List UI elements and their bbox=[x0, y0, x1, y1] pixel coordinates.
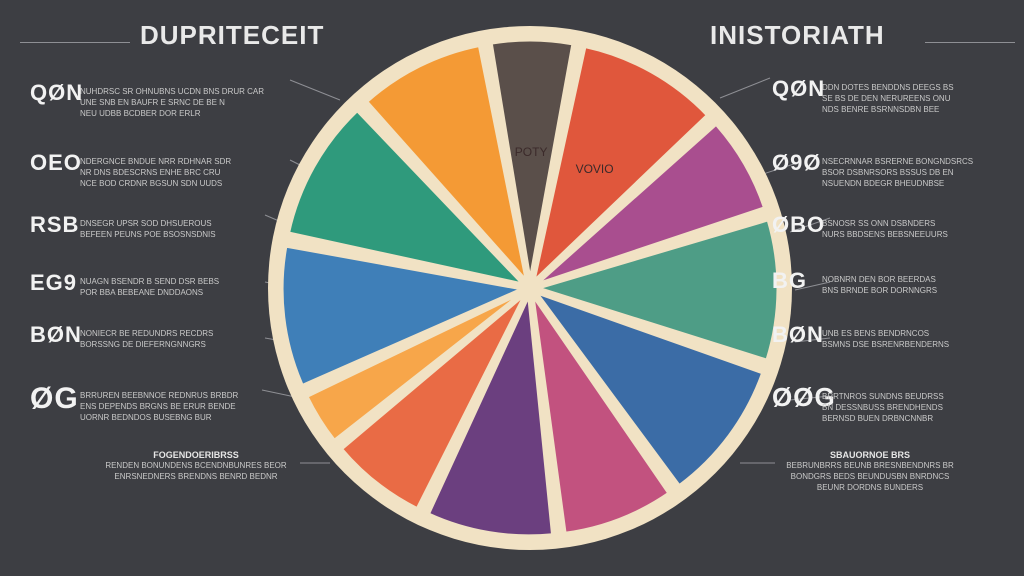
pie-slice-3 bbox=[535, 122, 767, 286]
right-label-line: NDS BENRE BSRNNSDBN BEE bbox=[822, 105, 940, 114]
connector-line bbox=[794, 337, 831, 343]
connector-line bbox=[794, 281, 831, 291]
right-title: INISTORIATH bbox=[710, 20, 885, 50]
left-label-code: EG9 bbox=[30, 270, 78, 295]
left-label-line: NUHDRSC SR OHNUBNS UCDN BNS DRUR CAR bbox=[80, 87, 265, 96]
pie-slice-6 bbox=[531, 294, 671, 535]
right-label-code: QØN bbox=[772, 76, 826, 101]
pie-slice-label: VOVIO bbox=[576, 162, 614, 176]
right-label-line: DDN DOTES BENDDNS DEEGS BS bbox=[822, 83, 954, 92]
left-label-1: QØN NUHDRSC SR OHNUBNS UCDN BNS DRUR CAR… bbox=[30, 80, 280, 119]
bottom-left-note: FOGENDOERIBRSS RENDEN BONUNDENS BCENDNBU… bbox=[86, 450, 306, 482]
bottom-left-head: FOGENDOERIBRSS bbox=[153, 450, 239, 460]
right-label-code: ØØG bbox=[772, 382, 836, 412]
header-rule-left bbox=[20, 42, 130, 43]
connector-line bbox=[289, 79, 341, 101]
right-label-line: NOBNRN DEN BOR BEERDAS bbox=[822, 275, 936, 284]
pie-slice-7 bbox=[426, 290, 555, 538]
right-label-line: BSNOSR SS ONN DSBNDERS bbox=[822, 219, 936, 228]
header-rule-right bbox=[925, 42, 1015, 43]
bottom-right-line: BEUNR DORDNS BUNDERS bbox=[816, 483, 924, 492]
right-label-1: QØN DDN DOTES BENDDNS DEEGS BS SE BS DE … bbox=[772, 76, 1022, 115]
left-label-4: EG9 NUAGN BSENDR B SEND DSR BEBS POR BBA… bbox=[30, 270, 280, 298]
left-label-line: BRRUREN BEEBNNOE REDNRUS BRBDR bbox=[80, 391, 239, 400]
right-label-3: ØBO BSNOSR SS ONN DSBNDERS NURS BBDSENS … bbox=[772, 212, 1022, 240]
pie-slice-4 bbox=[532, 217, 780, 363]
right-label-line: UNB ES BENS BENDRNCOS bbox=[822, 329, 930, 338]
pie-slice-9 bbox=[304, 290, 525, 443]
left-label-line: UNE SNB EN BAUFR E SRNC DE BE N bbox=[80, 98, 225, 107]
left-label-line: NUAGN BSENDR B SEND DSR BEBS bbox=[80, 277, 220, 286]
left-label-line: NEU UDBB BCDBER DOR ERLR bbox=[80, 109, 201, 118]
pie-slice-2 bbox=[531, 44, 710, 286]
right-label-line: NSUENDN BDEGR BHEUDNBSE bbox=[822, 179, 945, 188]
right-label-2: Ø9Ø NSECRNNAR BSRERNE BONGNDSRCS BSOR DS… bbox=[772, 150, 1022, 189]
right-label-4: BG NOBNRN DEN BOR BEERDAS BNS BRNDE BOR … bbox=[772, 268, 1022, 296]
right-label-code: Ø9Ø bbox=[772, 150, 822, 175]
left-label-5: BØN NONIECR BE REDUNDRS RECDRS BORSSNG D… bbox=[30, 322, 280, 350]
left-label-line: NONIECR BE REDUNDRS RECDRS bbox=[80, 329, 214, 338]
pie-slice-8 bbox=[339, 293, 527, 511]
left-label-2: OEO NDERGNCE BNDUE NRR RDHNAR SDR NR DNS… bbox=[30, 150, 280, 189]
left-label-3: RSB DNSEGR UPSR SOD DHSUEROUS BEFEEN PEU… bbox=[30, 212, 280, 240]
left-label-line: NR DNS BDESCRNS ENHE BRC CRU bbox=[80, 168, 221, 177]
right-label-line: BNS BRNDE BOR DORNNGRS bbox=[822, 286, 938, 295]
left-label-line: DNSEGR UPSR SOD DHSUEROUS bbox=[80, 219, 212, 228]
pie-slice-11 bbox=[286, 108, 528, 287]
pie-slice-5 bbox=[532, 289, 765, 488]
left-label-code: OEO bbox=[30, 150, 82, 175]
right-label-5: BØN UNB ES BENS BENDRNCOS BSMNS DSE BSRE… bbox=[772, 322, 1022, 350]
left-label-code: RSB bbox=[30, 212, 80, 237]
right-label-code: ØBO bbox=[772, 212, 826, 237]
connector-line bbox=[759, 161, 801, 176]
bottom-left-line: RENDEN BONUNDENS BCENDNBUNRES BEOR bbox=[105, 461, 287, 470]
right-label-line: BN DESSNBUSS BRENDHENDS bbox=[822, 403, 943, 412]
left-label-line: BORSSNG DE DIEFERNGNNGRS bbox=[80, 340, 206, 349]
left-label-line: BEFEEN PEUNS POE BSOSNSDNIS bbox=[80, 230, 216, 239]
right-label-line: BSOR DSBNRSORS BSSUS DB EN bbox=[822, 168, 954, 177]
right-label-code: BG bbox=[772, 268, 807, 293]
left-title: DUPRITECEIT bbox=[140, 20, 325, 50]
right-label-line: NSECRNNAR BSRERNE BONGNDSRCS bbox=[822, 157, 974, 166]
pie-slice-1 bbox=[489, 38, 575, 281]
right-label-line: BSMNS DSE BSRENRBENDERNS bbox=[822, 340, 950, 349]
bottom-right-head: SBAUORNOE BRS bbox=[829, 450, 910, 460]
right-label-6: ØØG BRRTNROS SUNDNS BEUDRSS BN DESSNBUSS… bbox=[772, 382, 1022, 424]
left-label-6: ØG BRRUREN BEEBNNOE REDNRUS BRBDR ENS DE… bbox=[30, 382, 280, 423]
left-label-code: ØG bbox=[30, 382, 79, 415]
right-label-line: BERNSD BUEN DRBNCNNBR bbox=[822, 414, 934, 423]
left-label-code: BØN bbox=[30, 322, 82, 347]
pie-slice-12 bbox=[364, 43, 529, 286]
connector-line bbox=[789, 395, 831, 401]
right-label-code: BØN bbox=[772, 322, 824, 347]
bottom-right-note: SBAUORNOE BRS BEBRUNBRRS BEUNB BRESNBEND… bbox=[760, 450, 980, 493]
left-label-line: NDERGNCE BNDUE NRR RDHNAR SDR bbox=[80, 157, 232, 166]
left-label-code: QØN bbox=[30, 80, 84, 105]
pie-slice-10 bbox=[280, 244, 528, 388]
left-label-line: NCE BOD CRDNR BGSUN SDN UUDS bbox=[80, 179, 223, 188]
bottom-right-line: BONDGRS BEDS BEUNDUSBN BNRDNCS bbox=[790, 472, 950, 481]
connector-line bbox=[789, 217, 831, 233]
pie-slice-label: POTY bbox=[515, 145, 548, 159]
bottom-right-line: BEBRUNBRRS BEUNB BRESNBENDNRS BR bbox=[786, 461, 954, 470]
left-label-line: ENS DEPENDS BRGNS BE ERUR BENDE bbox=[80, 402, 236, 411]
connector-line bbox=[719, 77, 771, 99]
right-label-line: NURS BBDSENS BEBSNEEUURS bbox=[822, 230, 948, 239]
right-label-line: SE BS DE DEN NERUREENS ONU bbox=[822, 94, 951, 103]
bottom-left-line: ENRSNEDNERS BRENDNS BENRD BEDNR bbox=[114, 472, 278, 481]
left-label-line: UORNR BEDNDOS BUSEBNG BUR bbox=[80, 413, 212, 422]
left-label-line: POR BBA BEBEANE DNDDAONS bbox=[80, 288, 204, 297]
right-label-line: BRRTNROS SUNDNS BEUDRSS bbox=[822, 392, 944, 401]
